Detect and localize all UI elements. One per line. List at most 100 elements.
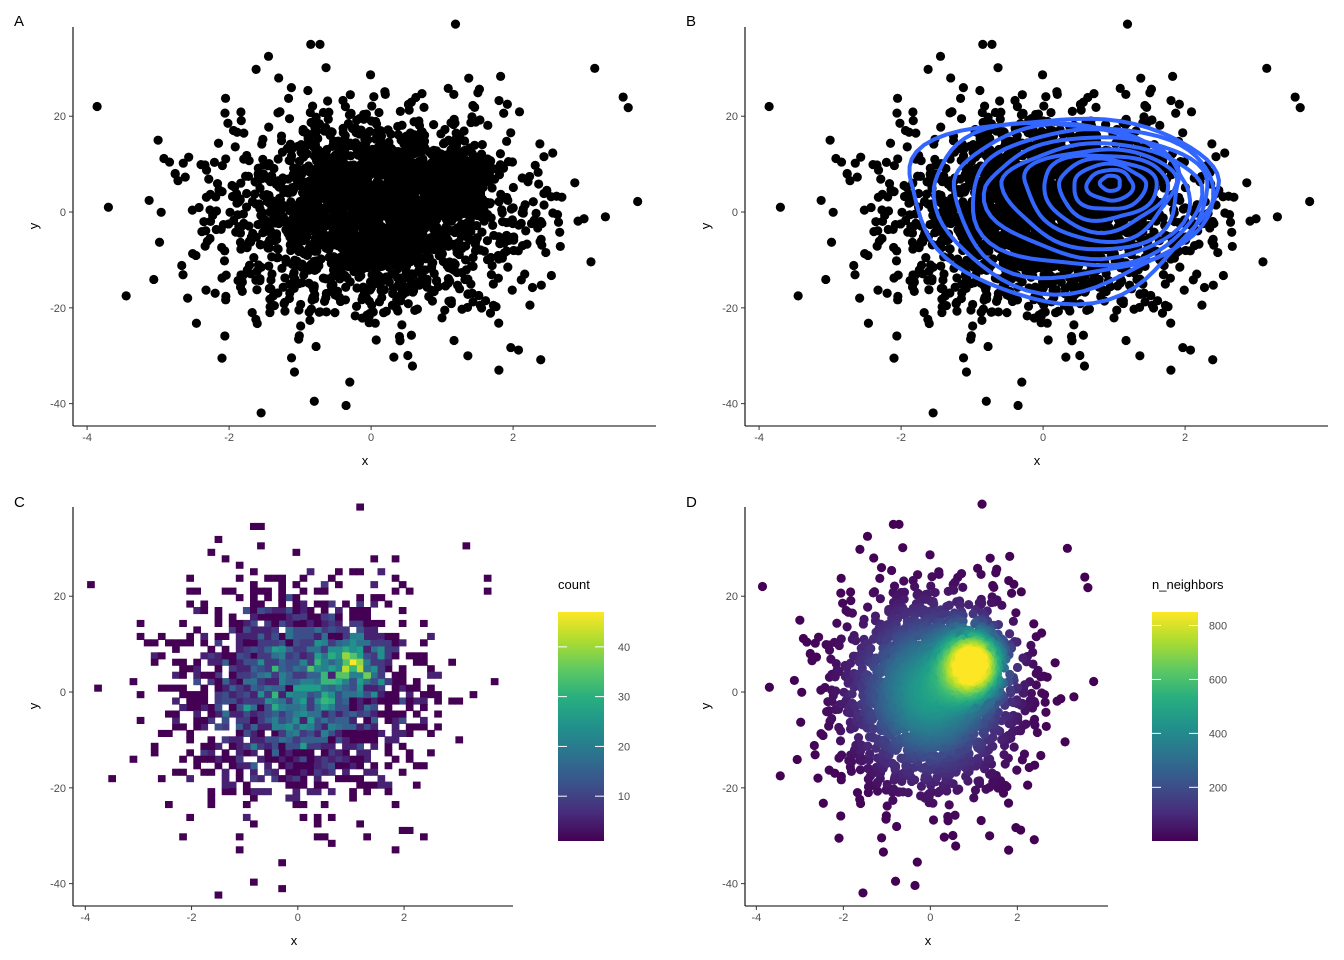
data-point	[321, 63, 331, 73]
data-point	[345, 90, 355, 100]
data-point	[434, 180, 445, 190]
data-point	[474, 290, 484, 301]
data-point	[324, 153, 334, 163]
data-point	[1146, 290, 1156, 301]
data-point	[277, 263, 287, 273]
data-point	[1140, 100, 1150, 111]
data-point	[288, 169, 299, 179]
data-point	[350, 221, 360, 232]
data-point	[828, 207, 838, 217]
data-point	[144, 195, 154, 206]
data-point	[1174, 99, 1184, 109]
data-point	[343, 169, 353, 179]
x-tick-label: 0	[368, 432, 374, 444]
data-point	[283, 93, 294, 103]
data-point	[429, 195, 440, 205]
data-point	[430, 217, 440, 227]
data-point	[429, 210, 439, 220]
data-point	[374, 193, 385, 203]
data-point	[407, 286, 417, 297]
data-point	[860, 249, 870, 259]
data-point	[320, 126, 330, 136]
data-point	[407, 220, 417, 230]
data-point	[517, 241, 528, 251]
data-point	[332, 194, 342, 204]
data-point	[444, 186, 454, 196]
data-point	[923, 64, 933, 74]
data-point	[390, 147, 401, 157]
data-point	[514, 107, 525, 117]
data-point	[947, 107, 957, 117]
data-point	[921, 252, 931, 263]
data-point	[323, 181, 333, 191]
data-point	[304, 176, 314, 187]
data-point	[387, 180, 398, 190]
data-point	[508, 203, 518, 213]
data-point	[464, 166, 474, 176]
data-point	[1075, 350, 1085, 361]
data-point	[255, 183, 265, 193]
data-point	[359, 290, 370, 301]
data-point	[553, 217, 564, 227]
data-point	[1242, 178, 1252, 188]
data-point	[891, 256, 902, 266]
data-point	[1155, 120, 1165, 130]
data-point	[447, 207, 457, 217]
data-point	[885, 138, 896, 148]
data-point	[269, 301, 279, 311]
data-point	[439, 168, 449, 178]
data-point	[399, 195, 410, 206]
data-point	[315, 307, 325, 317]
data-point	[956, 114, 967, 124]
data-point	[428, 186, 438, 196]
data-point	[404, 234, 415, 244]
data-point	[352, 283, 362, 293]
y-tick-label: -40	[50, 399, 66, 411]
data-point	[995, 114, 1005, 124]
data-point	[306, 39, 316, 49]
plot-area-a	[92, 19, 643, 418]
data-point	[464, 73, 474, 83]
data-point	[338, 95, 348, 106]
panel-letter-b: B	[686, 13, 696, 30]
data-point	[216, 224, 226, 234]
data-point	[882, 288, 892, 298]
data-point	[294, 334, 304, 344]
data-point	[244, 260, 255, 270]
data-point	[1115, 83, 1125, 93]
data-point	[254, 172, 264, 183]
data-point	[1078, 330, 1088, 340]
data-point	[493, 273, 503, 283]
data-point	[296, 144, 306, 155]
data-point	[353, 150, 363, 160]
data-point	[380, 248, 390, 258]
data-point	[911, 218, 921, 229]
data-point	[376, 203, 386, 213]
data-point	[178, 270, 188, 280]
data-point	[374, 107, 384, 118]
data-point	[516, 218, 526, 228]
data-point	[355, 113, 365, 124]
data-point	[429, 120, 439, 130]
data-point	[866, 202, 876, 213]
data-point	[528, 197, 538, 207]
data-point	[1135, 351, 1145, 361]
data-point	[219, 256, 230, 266]
data-point	[1175, 262, 1185, 272]
data-point	[246, 269, 256, 279]
data-point	[1135, 289, 1145, 299]
data-point	[309, 260, 320, 270]
data-point	[552, 210, 563, 220]
data-point	[253, 260, 264, 270]
data-point	[415, 218, 425, 228]
data-point	[352, 258, 362, 268]
data-point	[385, 190, 395, 200]
data-point	[1199, 282, 1210, 293]
data-point	[252, 285, 262, 295]
x-tick-label: -4	[82, 432, 92, 444]
data-point	[344, 184, 355, 194]
data-point	[446, 263, 456, 274]
data-point	[1017, 90, 1027, 100]
